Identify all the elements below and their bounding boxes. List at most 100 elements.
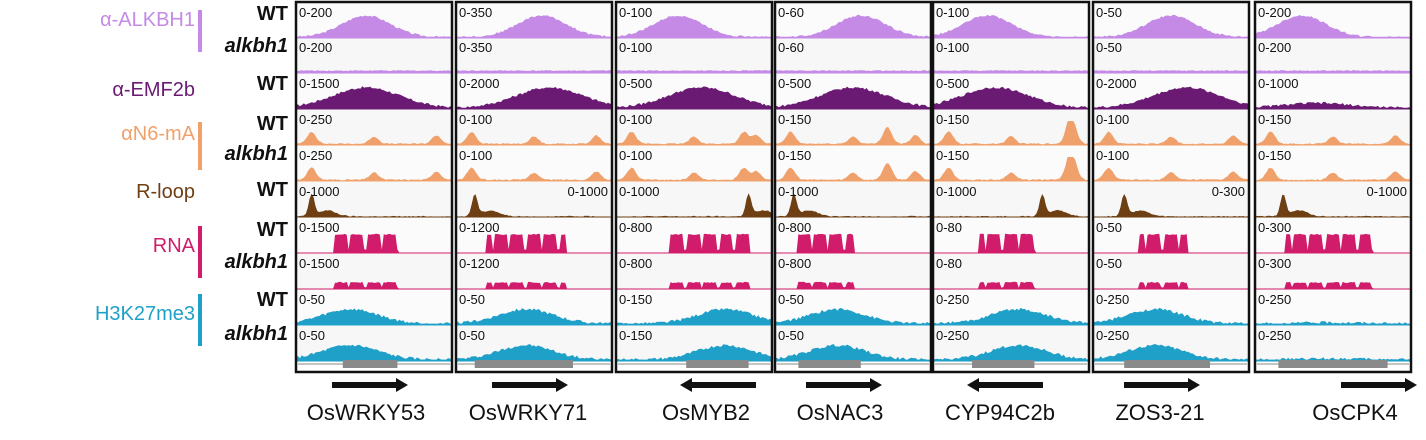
scale-label: 0-250 [299, 112, 332, 127]
signal-track [775, 163, 931, 181]
scale-label: 0-100 [619, 5, 652, 20]
arrow-shaft [979, 382, 1043, 388]
genotype-label-mut: alkbh1 [225, 35, 288, 57]
scale-label: 0-50 [778, 292, 804, 307]
panel-border [614, 0, 774, 374]
arrow-head [556, 378, 568, 392]
scale-label: 0-250 [299, 148, 332, 163]
signal-track [456, 87, 612, 109]
scale-label: 0-100 [459, 112, 492, 127]
scale-label: 0-250 [1096, 328, 1129, 343]
scale-label: 0-500 [619, 76, 652, 91]
signal-track [1093, 70, 1249, 73]
signal-track [775, 308, 931, 325]
signal-track [1093, 131, 1249, 145]
gene-name-5: ZOS3-21 [1115, 400, 1204, 425]
scale-label: 0-2000 [1096, 76, 1136, 91]
scale-label: 0-100 [619, 40, 652, 55]
signal-track [296, 86, 452, 109]
track-row-bg [1093, 38, 1249, 74]
signal-track [616, 233, 772, 253]
signal-track [1255, 131, 1411, 145]
track-label-1: α-EMF2b [112, 79, 195, 101]
scale-label: 0-150 [936, 148, 969, 163]
scale-label: 0-100 [619, 148, 652, 163]
gene-panel-1: 0-350 0-350 0-2000 0-100 0-100 0-1000 0-1200 0-… [454, 0, 614, 392]
signal-track [1093, 281, 1249, 289]
signal-track [456, 15, 612, 38]
direction-arrow-icon [680, 378, 756, 392]
scale-label: 0-50 [299, 328, 325, 343]
scale-label: 0-50 [299, 292, 325, 307]
scale-label: 0-1000 [778, 184, 818, 199]
signal-track [933, 14, 1089, 38]
signal-track [456, 308, 612, 325]
signal-track [616, 344, 772, 361]
arrow-shaft [1341, 382, 1405, 388]
scale-label: 0-800 [619, 256, 652, 271]
scale-label: 0-250 [936, 328, 969, 343]
direction-arrow-icon [806, 378, 882, 392]
gene-names: OsWRKY53 OsWRKY71 OsMYB2 OsNAC3 CYP94C2b ZOS3… [307, 400, 1398, 425]
gene-name-4: CYP94C2b [945, 400, 1055, 425]
scale-label: 0-100 [459, 148, 492, 163]
track-label-4: RNA [153, 235, 196, 257]
scale-label: 0-800 [778, 220, 811, 235]
signal-track [1093, 167, 1249, 181]
panel-border [1091, 0, 1251, 374]
scale-label: 0-50 [459, 328, 485, 343]
genotype-label-wt: WT [257, 73, 288, 95]
signal-track [456, 344, 612, 361]
signal-track [296, 344, 452, 361]
scale-label: 0-250 [1258, 292, 1291, 307]
arrow-head [870, 378, 882, 392]
track-group-bar [198, 226, 202, 278]
scale-label: 0-2000 [459, 76, 499, 91]
track-label-3: R-loop [136, 181, 195, 203]
arrow-head [967, 378, 979, 392]
panel-border [294, 0, 454, 374]
signal-track [296, 308, 452, 325]
arrow-shaft [692, 382, 756, 388]
scale-label: 0-100 [936, 5, 969, 20]
signal-track [296, 233, 452, 253]
scale-label: 0-150 [619, 328, 652, 343]
scale-label: 0-1500 [299, 256, 339, 271]
track-row-bg [1255, 290, 1411, 326]
scale-label: 0-1200 [459, 256, 499, 271]
panel-border [454, 0, 614, 374]
genotype-label-wt: WT [257, 219, 288, 241]
scale-label: 0-1000 [299, 184, 339, 199]
signal-track [296, 132, 452, 145]
scale-label: 0-60 [778, 40, 804, 55]
track-row-bg [616, 38, 772, 74]
signal-track [1255, 194, 1411, 217]
signal-track [933, 281, 1089, 289]
direction-arrow-icon [1341, 378, 1417, 392]
track-row-bg [775, 38, 931, 74]
signal-track [1255, 321, 1411, 325]
scale-label: 0-50 [1096, 40, 1122, 55]
scale-label: 0-1000 [936, 184, 976, 199]
signal-track [296, 281, 452, 289]
scale-label: 0-300 [1212, 184, 1245, 199]
signal-track [775, 86, 931, 109]
scale-label: 0-100 [1096, 148, 1129, 163]
signal-track [775, 344, 931, 361]
scale-label: 0-100 [936, 40, 969, 55]
gene-panel-5: 0-50 0-50 0-2000 0-100 0-100 0-300 0-50 0-50 0-2… [1091, 0, 1251, 392]
scale-label: 0-1500 [299, 76, 339, 91]
signal-track [1093, 14, 1249, 39]
gene-panel-3: 0-60 0-60 0-500 0-150 0-150 0-1000 0-800 0-800 0… [773, 0, 933, 392]
scale-label: 0-50 [1096, 5, 1122, 20]
signal-track [616, 131, 772, 145]
gene-name-3: OsNAC3 [797, 400, 884, 425]
gene-panel-0: 0-200 0-200 0-1500 0-250 0-250 0-1000 0-1500 0-… [294, 0, 454, 392]
gene-model [1124, 360, 1210, 368]
direction-arrow-icon [492, 378, 568, 392]
arrow-head [1188, 378, 1200, 392]
signal-track [1093, 344, 1249, 361]
scale-label: 0-200 [1258, 40, 1291, 55]
track-row-bg [933, 38, 1089, 74]
gene-panels: 0-200 0-200 0-1500 0-250 0-250 0-1000 0-1500 0-… [294, 0, 1417, 392]
